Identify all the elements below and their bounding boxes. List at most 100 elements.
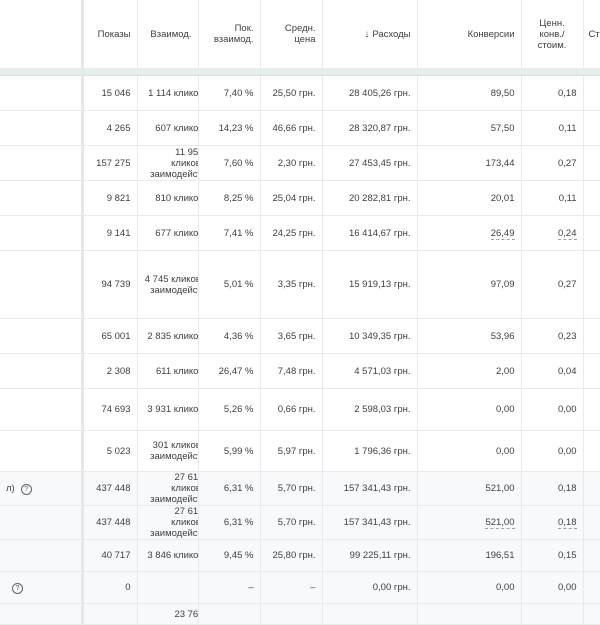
cost-value: 15 919,13 грн. xyxy=(348,279,411,290)
impressions-value: 9 141 xyxy=(106,227,131,239)
cell-first[interactable] xyxy=(0,353,84,389)
interactions-value: 23 768 xyxy=(174,608,198,620)
cell-cost: 2 598,03 грн. xyxy=(322,388,418,431)
cost-value: 2 598,03 грн. xyxy=(354,404,411,415)
avg-cost-value: 5,70 грн. xyxy=(277,517,316,528)
conversions-value: 97,09 xyxy=(490,279,515,290)
cell-cost: 28 405,26 грн. xyxy=(322,75,418,111)
cell-first[interactable] xyxy=(0,430,84,472)
conversions-value: 521,00 xyxy=(485,483,515,494)
interactions-value: 607 кликов xyxy=(155,122,198,134)
cell-conversions: 0,00 xyxy=(417,430,522,472)
cell-conv-value-cost: 0,15 xyxy=(521,539,584,572)
conv-value-cost-value: 0,18 xyxy=(558,517,577,529)
impressions-value: 40 717 xyxy=(101,550,131,561)
cell-first[interactable] xyxy=(0,388,84,431)
conversions-value: 196,51 xyxy=(485,550,515,561)
conv-value-cost-value: 0,18 xyxy=(558,483,577,494)
cell-first[interactable] xyxy=(0,110,84,146)
cell-first[interactable] xyxy=(0,215,84,251)
cell-impressions: 437 448 xyxy=(82,505,138,540)
interactions-value: 677 кликов xyxy=(155,227,198,239)
cell-conv-value-cost xyxy=(521,603,584,625)
avg-cost-value: 24,25 грн. xyxy=(272,227,316,239)
cell-next xyxy=(583,145,600,181)
interaction-rate-value: 5,99 % xyxy=(223,445,254,457)
cell-interaction-rate: 6,31 % xyxy=(198,505,261,540)
cost-value: 16 414,67 грн. xyxy=(348,227,411,239)
interactions-value: 611 кликов xyxy=(156,365,198,377)
help-icon[interactable]: ? xyxy=(12,582,23,594)
cell-first[interactable] xyxy=(0,318,84,354)
cell-first[interactable] xyxy=(0,75,84,111)
help-icon[interactable]: ? xyxy=(20,483,32,495)
cell-conversions: 0,00 xyxy=(417,388,522,431)
interactions-value: 301 кликов, заимодейст. xyxy=(150,440,198,462)
header-cost[interactable]: ↓ Расходы xyxy=(322,0,418,69)
cell-interactions: 301 кликов, заимодейст. xyxy=(137,430,199,472)
cell-conversions: 0,00 xyxy=(417,571,522,604)
cell-first[interactable] xyxy=(0,145,84,181)
total-row: 437 448 27 614 кликов, заимодейст. 6,31 % 5… xyxy=(0,505,600,540)
cell-cost: 28 320,87 грн. xyxy=(322,110,418,146)
table-row: 74 693 3 931 кликов 5,26 % 0,66 грн. 2 598,0… xyxy=(0,388,600,431)
interaction-rate-value: – xyxy=(248,582,254,593)
conversions-value: 0,00 xyxy=(496,404,515,415)
conversions-value: 173,44 xyxy=(485,157,515,169)
cell-conv-value-cost: 0,00 xyxy=(521,430,584,472)
header-interactions[interactable]: Взаимод. xyxy=(137,0,199,69)
cost-value: 27 453,45 грн. xyxy=(348,157,411,169)
cell-conv-value-cost: 0,00 xyxy=(521,571,584,604)
cell-first[interactable] xyxy=(0,250,84,319)
cell-interactions: 677 кликов xyxy=(137,215,199,251)
cell-conversions: 196,51 xyxy=(417,539,522,572)
cell-first[interactable] xyxy=(0,603,84,625)
cell-interactions: 3 931 кликов xyxy=(137,388,199,431)
first-value: л) xyxy=(6,482,15,494)
header-impressions[interactable]: Показы xyxy=(82,0,138,69)
cell-first[interactable]: л)? xyxy=(0,471,84,506)
cell-impressions: 4 265 xyxy=(82,110,138,146)
cell-interaction-rate: 26,47 % xyxy=(198,353,261,389)
impressions-value: 65 001 xyxy=(101,330,131,342)
avg-cost-value: 0,66 грн. xyxy=(277,404,316,415)
header-interaction-rate[interactable]: Пок. взаимод. xyxy=(198,0,261,69)
cell-first[interactable] xyxy=(0,180,84,216)
cell-avg-cost: 46,66 грн. xyxy=(260,110,323,146)
cell-first[interactable]: ? xyxy=(0,571,84,604)
header-conv-value-cost[interactable]: Ценн. конв./ стоим. xyxy=(521,0,584,69)
impressions-value: 157 275 xyxy=(96,157,131,169)
cell-cost: 16 414,67 грн. xyxy=(322,215,418,251)
interactions-value: 4 745 кликов, заимодейст. xyxy=(144,273,198,296)
interaction-rate-value: 5,26 % xyxy=(223,404,254,415)
cell-next xyxy=(583,505,600,540)
header-avg-cost[interactable]: Средн. цена xyxy=(260,0,323,69)
table-row: 9 141 677 кликов 7,41 % 24,25 грн. 16 414,67… xyxy=(0,215,600,251)
cell-avg-cost: 5,97 грн. xyxy=(260,430,323,472)
impressions-value: 15 046 xyxy=(101,87,131,99)
conversions-value: 2,00 xyxy=(496,365,515,377)
cost-value: 1 796,36 грн. xyxy=(354,445,411,457)
cell-interaction-rate: – xyxy=(198,571,261,604)
cell-next xyxy=(583,353,600,389)
cell-avg-cost: 3,35 грн. xyxy=(260,250,323,319)
header-cost-label: Расходы xyxy=(372,28,411,40)
interactions-value: 2 835 кликов xyxy=(147,330,198,342)
cell-cost: 15 919,13 грн. xyxy=(322,250,418,319)
interaction-rate-value: 9,45 % xyxy=(223,550,254,561)
cell-interaction-rate: 5,26 % xyxy=(198,388,261,431)
cost-value: 20 282,81 грн. xyxy=(348,192,411,204)
cell-interactions: 611 кликов xyxy=(137,353,199,389)
conv-value-cost-value: 0,23 xyxy=(558,330,577,342)
cell-first[interactable] xyxy=(0,539,84,572)
cell-next xyxy=(583,318,600,354)
cell-conversions: 53,96 xyxy=(417,318,522,354)
conversions-value: 89,50 xyxy=(490,87,515,99)
cell-avg-cost: 25,80 грн. xyxy=(260,539,323,572)
header-next[interactable]: Ст xyxy=(583,0,600,69)
interaction-rate-value: 26,47 % xyxy=(218,365,254,377)
header-conversions[interactable]: Конверсии xyxy=(417,0,522,69)
cell-interactions: 810 кликов xyxy=(137,180,199,216)
cell-first[interactable] xyxy=(0,505,84,540)
cost-value: 28 320,87 грн. xyxy=(348,122,411,134)
